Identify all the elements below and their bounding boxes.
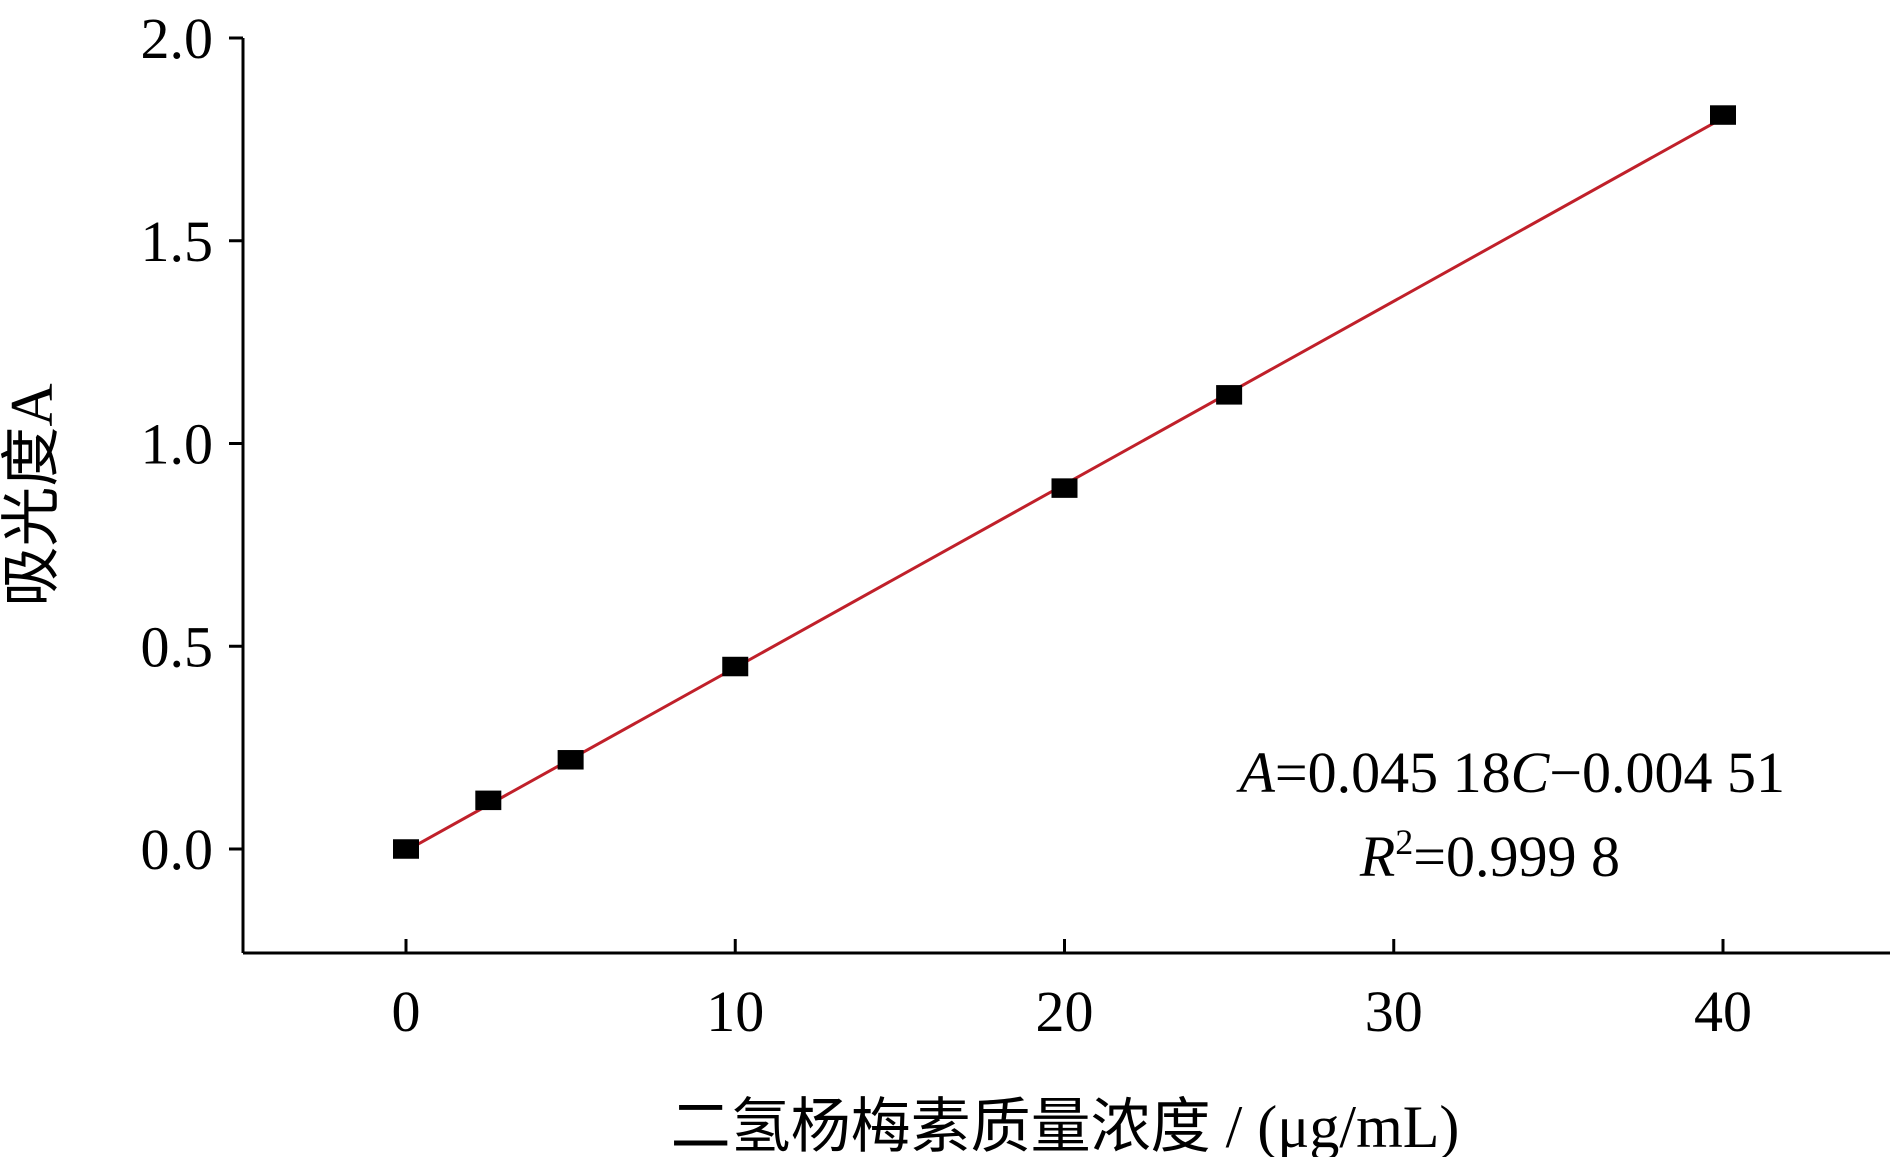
x-tick-label: 10	[706, 979, 764, 1044]
r-sup: 2	[1395, 822, 1413, 862]
axes	[241, 38, 1890, 955]
data-point	[393, 839, 419, 859]
data-point	[475, 790, 502, 811]
r-var: R	[1359, 824, 1395, 889]
x-tick-label: 30	[1365, 979, 1423, 1044]
eq-part-2: −0.004 51	[1549, 740, 1785, 805]
r-value: =0.999 8	[1413, 824, 1620, 889]
eq-var-c: C	[1511, 740, 1551, 805]
x-axis-title: 二氢杨梅素质量浓度 / (μg/mL)	[671, 1094, 1460, 1157]
eq-part-1: =0.045 18	[1275, 740, 1511, 805]
data-point	[1216, 385, 1243, 405]
r-squared-annotation: R2=0.999 8	[1359, 822, 1620, 889]
data-point	[1051, 478, 1078, 498]
x-tick-label: 40	[1694, 979, 1752, 1044]
x-tick-label: 20	[1036, 979, 1094, 1044]
y-tick-label: 0.0	[141, 817, 214, 882]
data-point	[1710, 105, 1736, 125]
y-axis-title: 吸光度A	[0, 383, 65, 606]
y-tick-label: 0.5	[141, 614, 214, 679]
y-tick-label: 1.5	[141, 209, 214, 274]
data-point	[557, 750, 584, 770]
y-tick-label: 2.0	[141, 6, 214, 71]
data-points	[393, 105, 1736, 859]
fit-equation-annotation: A=0.045 18C−0.004 51	[1235, 740, 1785, 805]
y-tick-label: 1.0	[141, 412, 214, 477]
y-ticks: 0.0 0.5 1.0 1.5 2.0	[141, 6, 243, 882]
x-tick-label: 0	[392, 979, 421, 1044]
x-ticks: 0 10 20 30 40	[392, 939, 1752, 1044]
eq-var-a: A	[1235, 740, 1275, 805]
data-point	[722, 656, 749, 677]
